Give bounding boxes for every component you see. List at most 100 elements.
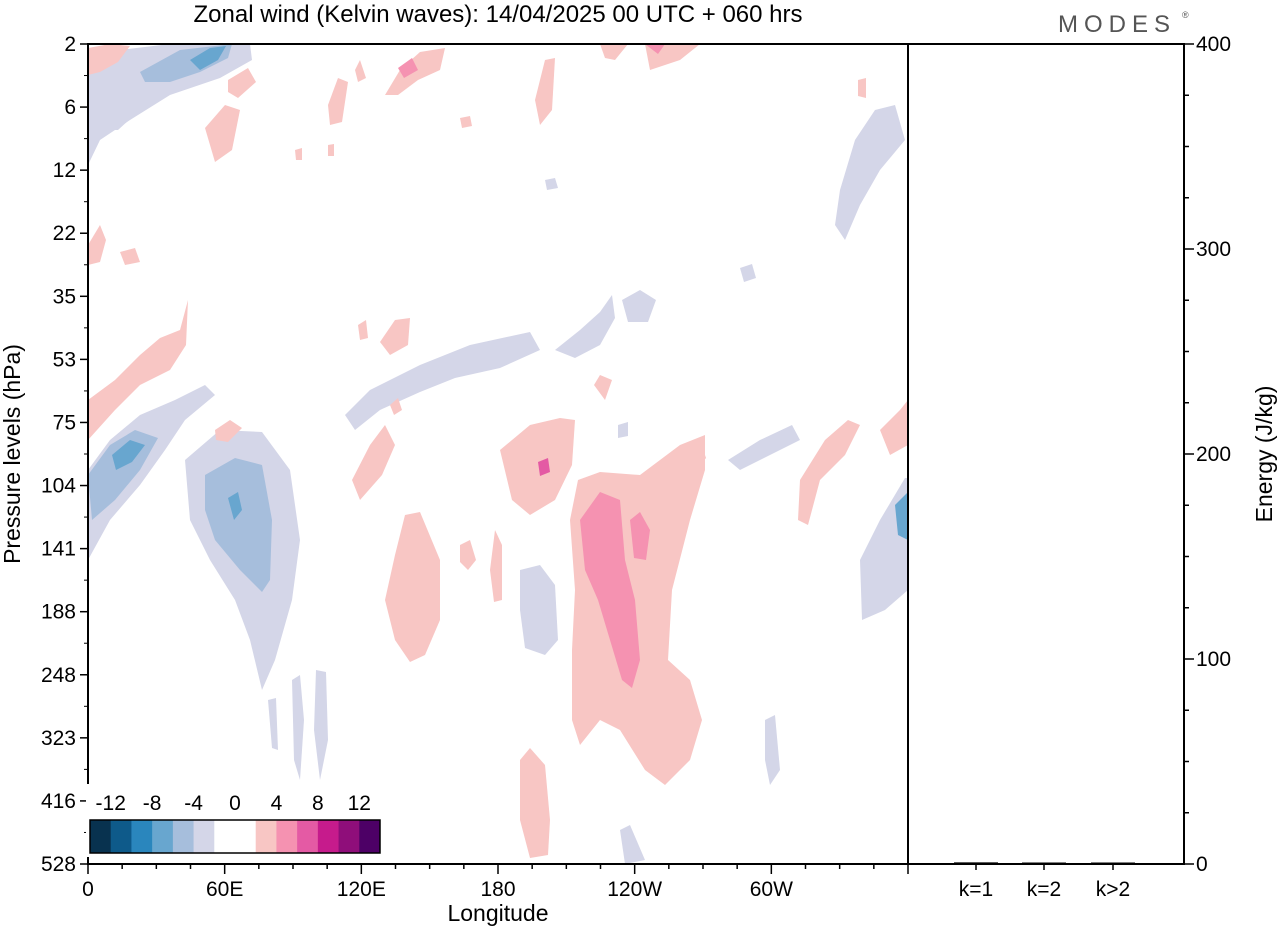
colorbar-swatch (131, 820, 153, 853)
pos-contour-small-2 (295, 148, 302, 160)
y-tick-label: 12 (53, 159, 76, 182)
neg-contour-small-3 (618, 422, 628, 438)
x-axis: 0 60E 120E 180 120W 60W (82, 864, 909, 901)
pos-contour-small-4 (460, 540, 476, 570)
y-tick-label: 104 (41, 475, 76, 498)
neg-contour-60w-bottom (765, 715, 780, 785)
neg-contour-upper-left (88, 44, 252, 165)
neg-contour-left-core2 (112, 440, 145, 470)
pos-contour-top-120e (600, 44, 628, 60)
colorbar-swatch (276, 820, 298, 853)
colorbar-label: 0 (229, 792, 241, 815)
neg-contour-upper-left-core2 (190, 46, 226, 70)
pos-contour-6-185 (858, 78, 866, 98)
neg-contour-small-1 (740, 264, 756, 282)
neg-contour-wisp-1 (292, 675, 304, 780)
pos-contour-75-50e (215, 420, 242, 442)
y-tick-label: 22 (53, 222, 76, 245)
colorbar-label: 8 (312, 792, 324, 815)
pos-contour-top-150e-core (645, 44, 665, 54)
colorbar-label: -12 (96, 792, 126, 815)
x-tick-label: 0 (82, 878, 94, 901)
energy-bar (1022, 862, 1066, 864)
pos-contour-141-175 (490, 530, 502, 602)
pos-contour-53-200 (594, 375, 612, 400)
neg-contour-small-2 (545, 178, 558, 190)
y-tick-label: 416 (41, 790, 76, 813)
x-tick-label: 60W (750, 878, 793, 901)
energy-category-label: k=2 (1027, 878, 1061, 901)
pos-contour-6-100e (328, 78, 348, 125)
pos-contour-6-60e (205, 105, 240, 162)
neg-contour-180-188 (520, 565, 558, 655)
pos-contour-6-110e (355, 60, 366, 82)
energy-category-label: k=1 (959, 878, 993, 901)
pos-contour-top-left (88, 44, 130, 75)
pos-contour-120w-core2 (630, 512, 650, 560)
energy-axis-title: Energy (J/kg) (1251, 386, 1277, 523)
pos-contour-22-20 (120, 248, 140, 265)
neg-contour-60e-core (205, 458, 272, 592)
x-tick-label: 180 (480, 878, 515, 901)
energy-tick-label: 100 (1196, 648, 1231, 671)
y-tick-label: 2 (64, 33, 76, 56)
energy-bar (954, 862, 998, 864)
colorbar-label: 12 (348, 792, 371, 815)
pos-contour-small-3 (328, 144, 334, 156)
pos-contour-104-120e (352, 425, 395, 500)
y-tick-label: 35 (53, 285, 76, 308)
colorbar-label: -8 (143, 792, 162, 815)
colorbar-swatch (338, 820, 360, 853)
energy-bar (1091, 862, 1135, 864)
pos-contour-top-45e (228, 68, 256, 98)
colorbar-swatch (90, 820, 112, 853)
energy-tick-label: 300 (1196, 238, 1231, 261)
energy-axis: 0 100 200 300 400 (1184, 33, 1231, 876)
energy-panel-frame (907, 43, 1185, 865)
y-tick-label: 323 (41, 727, 76, 750)
colorbar-swatch (193, 820, 215, 853)
pos-contour-main-120w (570, 435, 705, 785)
energy-tick-label: 0 (1196, 853, 1208, 876)
neg-contour-right-6-22 (835, 105, 905, 240)
y-tick-label: 75 (53, 411, 76, 434)
y-tick-label: 248 (41, 664, 76, 687)
pos-contour-main-120w-core (580, 492, 640, 688)
colorbar-label: -4 (184, 792, 203, 815)
pos-contour-141-150e (385, 512, 440, 662)
energy-tick-label: 400 (1196, 33, 1231, 56)
x-tick-label: 60E (206, 878, 243, 901)
pos-contour-104-180 (500, 418, 575, 515)
energy-tick-label: 200 (1196, 443, 1231, 466)
colorbar-swatch (152, 820, 174, 853)
pos-contour-6-120e (535, 58, 555, 125)
y-tick-label: 141 (41, 538, 76, 561)
neg-contour-right-core (895, 492, 908, 540)
colorbar-swatch (172, 820, 195, 853)
neg-contour-bottom-120w (620, 825, 645, 864)
pos-contour-35-130e (380, 318, 410, 355)
y-tick-label: 53 (53, 348, 76, 371)
neg-contour-left-core (88, 430, 158, 520)
neg-contour-band-35-75 (345, 332, 540, 430)
neg-contour-wisp-3 (268, 698, 278, 750)
neg-contour-right-75 (728, 425, 800, 470)
colorbar-swatch (317, 820, 340, 853)
colorbar-swatch (214, 820, 236, 853)
pos-contour-104-180-core (538, 458, 550, 476)
pos-contour-right-75 (798, 420, 860, 525)
pos-contour-22-0 (88, 225, 106, 265)
x-tick-label: 120E (337, 878, 386, 901)
y-axis: 2 6 12 22 35 53 75 104 141 188 248 323 416 528 (41, 33, 88, 876)
x-tick-label: 120W (607, 878, 662, 901)
pos-contour-75-120e-b (390, 398, 402, 415)
colorbar-swatch (297, 820, 319, 853)
pos-contour-top-80e-core (398, 58, 418, 78)
pos-contour-right-75b (880, 400, 908, 455)
colorbar-swatch (359, 820, 381, 853)
colorbar-swatch (110, 820, 132, 853)
y-tick-label: 188 (41, 601, 76, 624)
y-tick-label: 528 (41, 853, 76, 876)
x-axis-title: Longitude (447, 900, 548, 926)
